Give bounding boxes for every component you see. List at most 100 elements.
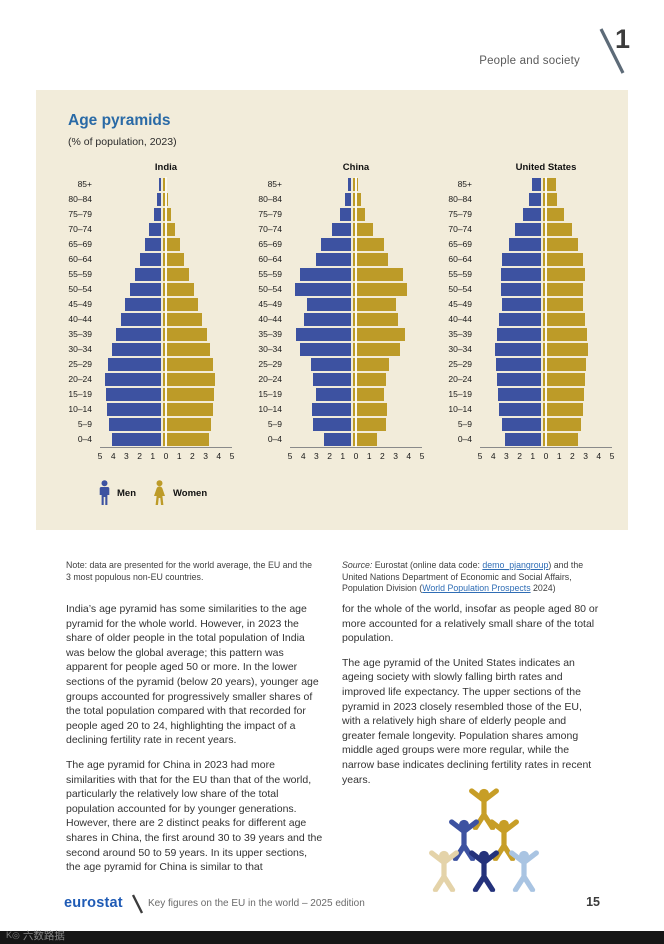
men-bar <box>522 208 541 221</box>
pyramid-row: 45–49 <box>60 297 236 312</box>
legend: Men Women <box>98 480 207 506</box>
x-tick-label: 1 <box>530 451 536 461</box>
women-bar <box>353 298 396 311</box>
pyramid-row: 40–44 <box>250 312 426 327</box>
women-bar <box>353 253 389 266</box>
age-group-label: 15–19 <box>258 389 282 399</box>
paragraph-india: India’s age pyramid has some similaritie… <box>66 603 319 747</box>
pyramid-row: 70–74 <box>250 222 426 237</box>
bar-pair <box>476 267 608 282</box>
x-tick-label: 3 <box>583 451 588 461</box>
pyramid-row: 70–74 <box>440 222 616 237</box>
men-bar <box>159 178 161 191</box>
pyramid-row: 45–49 <box>250 297 426 312</box>
age-group-label: 80–84 <box>68 194 92 204</box>
women-bar <box>543 328 588 341</box>
pyramid-row: 30–34 <box>440 342 616 357</box>
zero-axis <box>165 177 167 447</box>
age-group-label: 35–39 <box>258 329 282 339</box>
bar-pair <box>476 282 608 297</box>
men-bar <box>529 193 541 206</box>
men-bar <box>344 193 351 206</box>
age-group-label: 15–19 <box>68 389 92 399</box>
men-bar <box>339 208 351 221</box>
pyramid-row: 65–69 <box>60 237 236 252</box>
pyramid-row: 20–24 <box>250 372 426 387</box>
age-group-label: 5–9 <box>77 419 92 429</box>
bar-pair <box>96 222 228 237</box>
age-group-label: 80–84 <box>258 194 282 204</box>
pyramid-row: 5–9 <box>440 417 616 432</box>
men-bar <box>295 283 351 296</box>
age-group-label: 75–79 <box>258 209 282 219</box>
pyramid-plot: 85+ 80–84 75–79 70–74 65–69 60–64 55–59 50–54 45… <box>250 177 426 447</box>
bar-pair <box>476 297 608 312</box>
men-bar <box>115 328 161 341</box>
age-group-label: 55–59 <box>68 269 92 279</box>
age-group-label: 35–39 <box>68 329 92 339</box>
x-tick-label: 5 <box>287 451 293 461</box>
age-group-label: 5–9 <box>457 419 472 429</box>
men-bar <box>494 343 541 356</box>
men-bar <box>109 418 161 431</box>
age-group-label: 20–24 <box>448 374 472 384</box>
age-group-label: 75–79 <box>68 209 92 219</box>
x-tick-label: 4 <box>300 451 306 461</box>
age-group-label: 50–54 <box>258 284 282 294</box>
age-group-label: 55–59 <box>448 269 472 279</box>
bar-pair <box>476 342 608 357</box>
women-bar <box>543 388 584 401</box>
source-suffix: 2024) <box>530 583 556 594</box>
bar-pair <box>286 402 418 417</box>
bar-pair <box>476 417 608 432</box>
men-bar <box>500 283 541 296</box>
x-tick-label: 0 <box>543 451 549 461</box>
x-tick-label: 2 <box>327 451 332 461</box>
women-bar <box>163 313 202 326</box>
x-axis-line <box>290 447 422 448</box>
men-bar <box>295 328 351 341</box>
pyramid-row: 70–74 <box>60 222 236 237</box>
x-tick-label: 1 <box>176 451 182 461</box>
x-tick-label: 5 <box>419 451 425 461</box>
men-bar <box>312 403 351 416</box>
bar-pair <box>286 357 418 372</box>
watermark-text: 六数路据 <box>22 930 65 942</box>
x-tick-label: 3 <box>504 451 509 461</box>
chapter-number: 1 <box>614 24 630 54</box>
women-bar <box>353 343 400 356</box>
age-group-label: 25–29 <box>258 359 282 369</box>
pyramid-row: 50–54 <box>60 282 236 297</box>
bar-pair <box>96 357 228 372</box>
pyramid-title: China <box>342 162 370 173</box>
men-bar <box>306 298 351 311</box>
men-bar <box>140 253 161 266</box>
x-tick-label: 2 <box>190 451 195 461</box>
men-bar <box>497 373 541 386</box>
x-tick-label: 4 <box>596 451 602 461</box>
bar-pair <box>286 432 418 447</box>
x-tick-label: 5 <box>477 451 483 461</box>
bar-pair <box>476 402 608 417</box>
bar-pair <box>96 342 228 357</box>
age-group-label: 25–29 <box>68 359 92 369</box>
men-bar <box>135 268 161 281</box>
pyramid-row: 80–84 <box>250 192 426 207</box>
bar-pair <box>286 312 418 327</box>
age-group-label: 30–34 <box>258 344 282 354</box>
men-bar <box>502 418 541 431</box>
women-bar <box>353 388 384 401</box>
pyramid-row: 20–24 <box>440 372 616 387</box>
x-tick-label: 1 <box>150 451 156 461</box>
pyramid-row: 25–29 <box>60 357 236 372</box>
source-link-world-population-prospects[interactable]: World Population Prospects <box>422 583 531 594</box>
bar-pair <box>286 282 418 297</box>
source-text: Source: Eurostat (online data code: demo… <box>342 560 604 595</box>
pyramid-row: 60–64 <box>250 252 426 267</box>
source-link-demo-pjangroup[interactable]: demo_pjangroup <box>482 559 549 570</box>
x-tick-label: 4 <box>216 451 222 461</box>
women-bar <box>543 223 572 236</box>
age-group-label: 65–69 <box>448 239 472 249</box>
